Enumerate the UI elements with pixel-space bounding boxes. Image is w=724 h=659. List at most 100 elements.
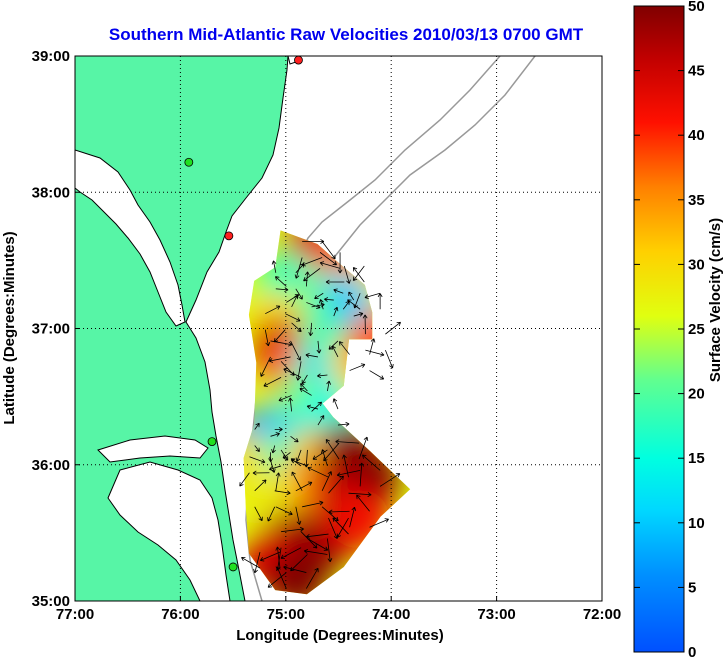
velocity-vector xyxy=(332,398,339,410)
y-axis-label: Latitude (Degrees:Minutes) xyxy=(1,231,18,424)
colorbar-tick-label: 20 xyxy=(688,386,705,403)
velocity-vector xyxy=(339,341,350,355)
colorbar-tick-label: 30 xyxy=(688,256,705,273)
velocity-vector xyxy=(365,349,385,357)
velocity-vector xyxy=(321,241,336,260)
colorbar-tick-label: 0 xyxy=(688,644,696,659)
velocity-vector xyxy=(300,531,318,549)
velocity-vector xyxy=(302,239,325,244)
velocity-vector xyxy=(290,435,299,443)
velocity-vector xyxy=(249,456,266,464)
colorbar-tick-label: 10 xyxy=(688,515,705,532)
velocity-vector xyxy=(327,538,333,563)
velocity-vector xyxy=(364,292,381,300)
velocity-vector xyxy=(348,291,355,301)
colorbar-tick-label: 50 xyxy=(688,0,705,15)
velocity-vector xyxy=(268,356,291,363)
velocity-vector xyxy=(311,401,323,412)
x-tick-label: 76:00 xyxy=(161,606,199,623)
velocity-vector xyxy=(260,356,271,377)
velocity-vector xyxy=(333,288,344,294)
station-marker xyxy=(184,157,194,167)
velocity-vector xyxy=(295,263,305,274)
velocity-vector xyxy=(267,572,287,588)
velocity-vector xyxy=(306,302,321,309)
velocity-vector xyxy=(318,299,324,310)
velocity-vector xyxy=(319,261,341,269)
x-tick-label: 72:00 xyxy=(583,606,621,623)
velocity-vector xyxy=(317,415,325,426)
velocity-vector xyxy=(328,509,350,515)
velocity-vector xyxy=(332,517,349,535)
velocity-vector xyxy=(304,271,310,287)
x-tick-label: 73:00 xyxy=(477,606,515,623)
station-marker xyxy=(224,231,234,241)
velocity-vector xyxy=(290,458,308,467)
velocity-vector xyxy=(308,322,314,337)
velocity-cell xyxy=(266,550,327,595)
x-tick-label: 77:00 xyxy=(56,606,94,623)
pamlico-sound xyxy=(107,461,231,601)
colorbar xyxy=(633,5,685,653)
velocity-vector xyxy=(362,454,381,471)
velocity-vector xyxy=(311,302,325,308)
velocity-vector xyxy=(239,472,250,487)
velocity-vector xyxy=(276,566,287,589)
velocity-vector xyxy=(335,439,360,445)
velocity-vector xyxy=(377,293,383,310)
velocity-vector xyxy=(303,548,328,555)
velocity-vector xyxy=(264,329,271,347)
velocity-vector xyxy=(275,546,281,569)
velocity-vector xyxy=(271,260,277,273)
velocity-vector xyxy=(295,361,302,381)
velocity-vector xyxy=(274,490,291,496)
velocity-vector xyxy=(254,479,267,492)
velocity-vector xyxy=(305,533,329,539)
velocity-vector xyxy=(342,454,349,478)
velocity-vector xyxy=(290,340,302,361)
colorbar-tick-label: 45 xyxy=(688,63,705,80)
velocity-vector xyxy=(278,395,292,402)
station-marker xyxy=(294,55,303,65)
y-tick-label: 37:00 xyxy=(32,321,70,338)
velocity-vector xyxy=(280,449,289,461)
velocity-vector xyxy=(295,506,302,525)
velocity-vector xyxy=(324,297,334,302)
velocity-vector xyxy=(337,252,343,274)
velocity-vector xyxy=(299,387,312,396)
y-tick-label: 35:00 xyxy=(32,593,70,610)
velocity-vector xyxy=(252,470,270,476)
velocity-vector xyxy=(283,565,307,573)
velocity-vector xyxy=(269,465,282,471)
velocity-vector xyxy=(356,494,370,512)
velocity-vector xyxy=(323,442,340,462)
velocity-vector xyxy=(253,552,261,574)
velocity-vector xyxy=(275,287,289,292)
chesapeake-bay xyxy=(75,149,186,327)
velocity-vector xyxy=(281,526,304,533)
velocity-vector xyxy=(263,377,282,387)
colorbar-tick-label: 5 xyxy=(688,579,696,596)
velocity-vector xyxy=(385,321,401,335)
velocity-vector xyxy=(254,422,260,430)
velocity-vector xyxy=(271,445,276,454)
velocity-vector xyxy=(275,506,293,516)
velocity-vector xyxy=(326,380,332,392)
velocity-vector xyxy=(352,267,365,283)
velocity-vector xyxy=(285,313,301,322)
colorbar-tick-label: 35 xyxy=(688,192,705,209)
velocity-vector xyxy=(314,292,324,300)
colorbar-label: Surface Velocity (cm/s) xyxy=(707,218,724,382)
y-tick-label: 38:00 xyxy=(32,184,70,201)
velocity-vector xyxy=(305,567,319,589)
velocity-vector xyxy=(270,432,280,437)
velocity-vector xyxy=(267,506,276,522)
velocity-vector xyxy=(306,404,319,410)
chart-title: Southern Mid-Atlantic Raw Velocities 201… xyxy=(109,25,584,44)
velocity-vector xyxy=(325,279,345,285)
velocity-vector xyxy=(343,265,351,284)
velocity-vector xyxy=(265,305,281,315)
velocity-vector xyxy=(294,257,303,279)
velocity-vector xyxy=(305,352,319,358)
